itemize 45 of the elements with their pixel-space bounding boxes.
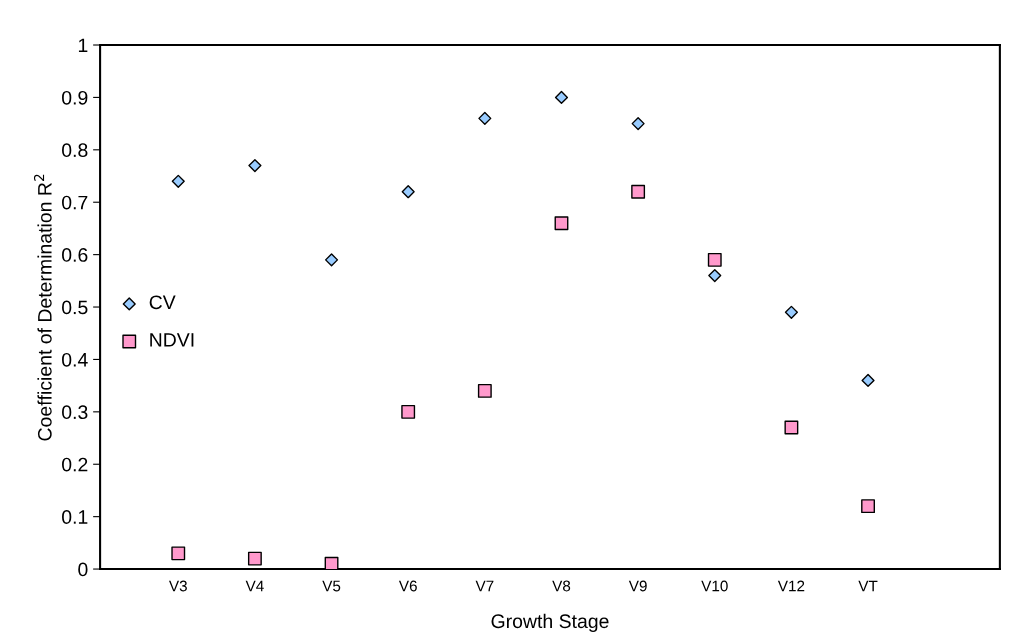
y-tick-label: 0 [78,562,88,577]
y-tick-label: 0.3 [62,405,88,420]
point [784,420,799,435]
point [554,216,569,231]
x-tick-label: V9 [628,580,647,592]
point [477,383,492,398]
x-tick-label: V7 [475,580,494,592]
x-tick-label: V8 [552,580,571,592]
x-tick-label: V12 [777,580,805,592]
x-tick-label: V4 [245,580,264,592]
point [784,305,798,319]
point [707,252,722,267]
y-tick-label: 0.6 [62,248,88,262]
y-tick-label: 0.9 [62,90,88,105]
point [401,185,415,199]
y-tick-label: 0.1 [62,510,88,524]
y-tick-label: 0.8 [62,143,88,158]
point [324,556,339,570]
point [631,184,646,199]
x-tick-label: V5 [322,580,341,592]
point [171,546,186,561]
x-axis-title: Growth Stage [491,613,609,632]
point [324,253,339,267]
point [248,158,262,173]
legend-label: NDVI [150,333,194,347]
y-axis-title: Coefficient of Determination R$^{2}$ [33,174,52,441]
x-tick-label: V6 [398,580,417,592]
y-tick-label: 1 [78,38,88,53]
point [401,404,416,419]
point [478,111,492,125]
point [861,373,875,387]
y-tick-label: 0.5 [62,300,88,315]
point [554,90,569,105]
point [631,117,645,131]
y-tick-label: 0.7 [62,195,88,210]
point [171,174,185,188]
y-tick-label: 0.4 [62,352,88,367]
point [708,269,722,283]
x-tick-label: V10 [701,580,728,592]
x-tick-label: VT [858,580,878,592]
y-tick-label: 0.2 [62,457,88,472]
point [861,499,875,514]
legend-label: CV [149,295,176,310]
point [247,551,262,566]
x-tick-label: V3 [168,580,187,592]
